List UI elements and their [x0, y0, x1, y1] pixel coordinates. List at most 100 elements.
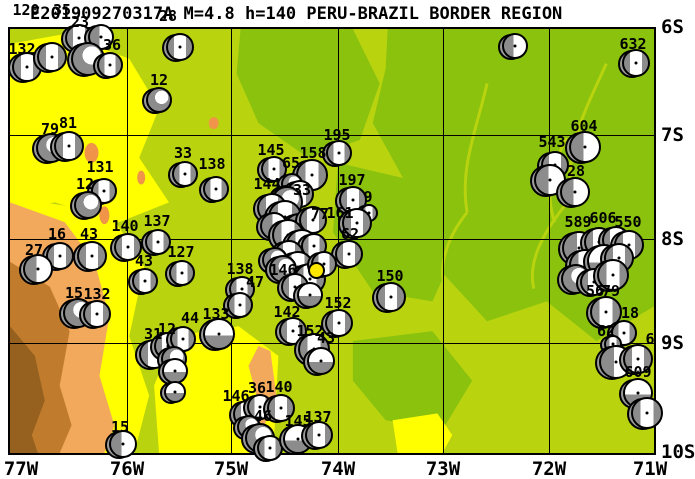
focal-mechanism-face [203, 176, 229, 202]
focal-mechanism-label: 131 [86, 158, 114, 176]
focal-mechanism-face [146, 87, 172, 113]
focal-mechanism-label: 44 [180, 309, 200, 327]
highlighted-event-marker [307, 261, 325, 279]
focal-mechanism-center-dot [636, 391, 640, 395]
focal-mechanism-label: 589 [564, 213, 592, 231]
focal-mechanism-label: 195 [323, 126, 351, 144]
focal-mechanism-label: 138 [226, 260, 254, 278]
focal-mechanism-face [54, 131, 84, 161]
focal-mechanism-label: 152 [296, 322, 324, 340]
focal-mechanism-face [267, 394, 295, 422]
focal-mechanism-center-dot [143, 279, 147, 283]
focal-mechanism-label: 142 [273, 303, 301, 321]
focal-mechanism-label: 27 [24, 241, 44, 259]
focal-mechanism-center-dot [319, 359, 323, 363]
focal-mechanism-center-dot [604, 310, 608, 314]
focal-mechanism-center-dot [67, 144, 71, 148]
focal-mechanism-label: 47 [245, 273, 265, 291]
focal-mechanism-label: 145 [284, 412, 312, 430]
focal-mechanism-label: 152 [324, 294, 352, 312]
focal-mechanism-center-dot [121, 442, 125, 446]
focal-mechanism-center-dot [217, 332, 221, 336]
focal-mechanism-label: 140 [111, 217, 139, 235]
focal-mechanism-center-dot [337, 321, 341, 325]
focal-mechanism-center-dot [645, 411, 649, 415]
focal-mechanism-center-dot [258, 405, 262, 409]
focal-mechanism-center-dot [634, 61, 638, 65]
region-name: PERU-BRAZIL BORDER REGION [306, 4, 563, 24]
focal-mechanism-face [622, 49, 650, 77]
focal-mechanism-center-dot [108, 63, 112, 67]
focal-mechanism-face [502, 33, 528, 59]
focal-mechanism-center-dot [389, 295, 393, 299]
focal-mechanism-label: 146 [222, 387, 250, 405]
gridline-lon-75W [231, 27, 232, 455]
focal-mechanism-label: 9 [363, 188, 373, 206]
focal-mechanism-center-dot [180, 271, 184, 275]
orange-spot-2 [99, 206, 110, 225]
focal-mechanism-label: 161 [326, 204, 354, 222]
focal-mechanism-center-dot [611, 273, 615, 277]
focal-mechanism-center-dot [308, 293, 312, 297]
focal-mechanism-center-dot [181, 337, 185, 341]
focal-mechanism-face [166, 33, 194, 61]
focal-mechanism-face [23, 254, 53, 284]
focal-mechanism-label: 28 [566, 162, 586, 180]
focal-mechanism-face [631, 397, 663, 429]
focal-mechanism-face [109, 430, 137, 458]
focal-mechanism-label: 33 [173, 144, 193, 162]
terrain-yellow-4 [392, 413, 453, 453]
focal-mechanism-center-dot [268, 446, 272, 450]
focal-mechanism-center-dot [178, 45, 182, 49]
focal-mechanism-label: 133 [202, 305, 230, 323]
focal-mechanism-label: 138 [198, 155, 226, 173]
focal-mechanism-center-dot [240, 287, 244, 291]
focal-mechanism-center-dot [95, 312, 99, 316]
focal-mechanism-label: 137 [143, 212, 171, 230]
focal-mechanism-center-dot [627, 243, 631, 247]
focal-mechanism-face [623, 344, 653, 374]
focal-mechanism-center-dot [351, 198, 355, 202]
lon-axis-label-72W: 72W [531, 458, 567, 479]
focal-mechanism-label: 62 [340, 225, 360, 243]
focal-mechanism-label: 35 [52, 1, 72, 19]
focal-mechanism-label: 120 [12, 1, 40, 19]
lat-axis-label-6S: 6S [661, 16, 684, 38]
lat-axis-label-8S: 8S [661, 228, 684, 250]
focal-mechanism-label: 16 [47, 225, 67, 243]
magnitude-label: M=4.8 [183, 4, 235, 24]
focal-mechanism-center-dot [513, 44, 517, 48]
lat-axis-label-9S: 9S [661, 332, 684, 354]
focal-mechanism-center-dot [317, 433, 321, 437]
focal-mechanism-face [569, 131, 601, 163]
focal-mechanism-face [37, 42, 67, 72]
focal-mechanism-label: 33 [292, 181, 312, 199]
focal-mechanism-center-dot [291, 329, 295, 333]
focal-mechanism-label: 31 [143, 325, 163, 343]
focal-mechanism-label: 543 [538, 133, 566, 151]
focal-mechanism-center-dot [322, 262, 326, 266]
focal-mechanism-face [203, 318, 235, 350]
focal-mechanism-label: 145 [257, 141, 285, 159]
focal-mechanism-center-dot [25, 65, 29, 69]
focal-mechanism-label: 28 [158, 7, 178, 25]
focal-mechanism-face [227, 292, 253, 318]
gridline-lon-72W [549, 27, 550, 455]
title-space2 [235, 4, 245, 24]
focal-mechanism-center-dot [312, 244, 316, 248]
focal-mechanism-label: 609 [624, 363, 652, 381]
focal-mechanism-center-dot [77, 36, 81, 40]
orange-spot-5 [208, 117, 219, 130]
focal-mechanism-center-dot [238, 303, 242, 307]
focal-mechanism-label: 140 [265, 378, 293, 396]
focal-mechanism-label: 158 [299, 144, 327, 162]
title-space3 [296, 4, 306, 24]
focal-mechanism-label: 79 [601, 282, 621, 300]
focal-mechanism-label: 12 [75, 175, 95, 193]
focal-mechanism-label: 132 [8, 40, 36, 58]
focal-mechanism-label: 146 [269, 261, 297, 279]
focal-mechanism-label: 79 [40, 120, 60, 138]
focal-mechanism-label: 15 [110, 418, 130, 436]
terrain-forest-1 [236, 29, 380, 158]
